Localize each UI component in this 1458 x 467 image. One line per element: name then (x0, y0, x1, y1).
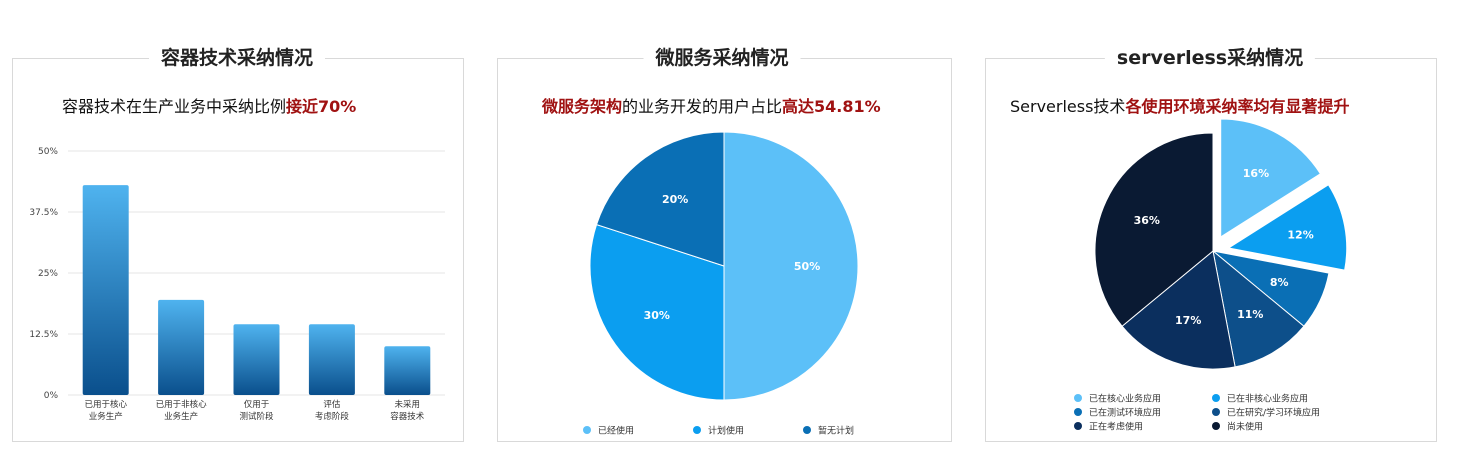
pie-slice (595, 131, 725, 267)
microservice-subtitle-text: 的业务开发的用户占比 (622, 97, 783, 116)
slice-value-label: 12% (1287, 228, 1313, 241)
y-tick-label: 50% (38, 147, 58, 157)
slice-value-label: 50% (794, 260, 820, 273)
x-tick-label: 已用于非核心 (156, 399, 208, 410)
bar (82, 185, 129, 395)
pie-slice (723, 131, 859, 401)
legend-label: 计划使用 (708, 425, 744, 437)
pie-slice (589, 223, 725, 401)
legend-marker (1074, 422, 1082, 430)
slice-value-label: 8% (1270, 276, 1289, 289)
pie-slice (1227, 184, 1348, 271)
serverless-subtitle: Serverless技术各使用环境采纳率均有显著提升 (1010, 93, 1349, 117)
slice-value-label: 11% (1237, 308, 1263, 321)
legend-label: 已在研究/学习环境应用 (1227, 407, 1320, 419)
container-bar-chart: 0%12.5%25%37.5%50%已用于核心业务生产已用于非核心业务生产仅用于… (29, 147, 445, 422)
container-subtitle: 容器技术在生产业务中采纳比例接近70% (62, 93, 356, 117)
slice-value-label: 36% (1134, 214, 1160, 227)
legend-label: 已在非核心业务应用 (1227, 393, 1308, 405)
legend-label: 暂无计划 (818, 425, 854, 437)
y-tick-label: 37.5% (29, 208, 58, 218)
slice-value-label: 16% (1243, 167, 1269, 180)
serverless-subtitle-text: Serverless技术 (1010, 97, 1126, 116)
x-tick-label: 测试阶段 (239, 411, 274, 422)
x-tick-label: 未采用 (395, 399, 421, 410)
bar (384, 346, 431, 395)
legend-marker (1212, 422, 1220, 430)
legend-label: 已在测试环境应用 (1089, 407, 1161, 419)
y-tick-label: 0% (44, 391, 59, 401)
microservice-subtitle: 微服务架构的业务开发的用户占比高达54.81% (542, 93, 881, 117)
microservice-panel-title: 微服务采纳情况 (643, 44, 801, 72)
slice-value-label: 30% (644, 309, 670, 322)
container-panel-title: 容器技术采纳情况 (148, 44, 326, 72)
x-tick-label: 考虑阶段 (315, 411, 350, 422)
pie-slice (1212, 249, 1305, 368)
legend-marker (1212, 394, 1220, 402)
pie-slice (1094, 132, 1214, 327)
serverless-pie-chart: 16% 12% 8% 11% 17% 36% 已在核心业务应用 已在非核心业务应用已在测试环境… (1074, 118, 1348, 433)
x-tick-label: 评估 (323, 399, 341, 410)
legend-marker (693, 426, 701, 434)
legend-marker (803, 426, 811, 434)
microservice-pie-chart: 50% 30% 20% 已经使用 计划使用 暂无计划 (583, 131, 859, 437)
bar (233, 324, 280, 395)
microservice-subtitle-highlight-b: 高达54.81% (782, 97, 881, 116)
legend-marker (1212, 408, 1220, 416)
y-tick-label: 25% (38, 269, 58, 279)
container-subtitle-text: 容器技术在生产业务中采纳比例 (62, 97, 287, 116)
legend-marker (583, 426, 591, 434)
bar (308, 324, 355, 395)
legend-label: 尚未使用 (1227, 421, 1263, 433)
x-tick-label: 业务生产 (164, 411, 198, 422)
legend-label: 已经使用 (598, 425, 634, 437)
x-tick-label: 业务生产 (89, 411, 123, 422)
x-tick-label: 容器技术 (390, 411, 425, 422)
slice-value-label: 17% (1175, 314, 1201, 327)
bar (158, 299, 205, 395)
legend-marker (1074, 408, 1082, 416)
pie-slice (1121, 250, 1236, 370)
serverless-panel-title: serverless采纳情况 (1104, 44, 1316, 72)
legend-label: 已在核心业务应用 (1089, 393, 1161, 405)
legend-label: 正在考虑使用 (1089, 421, 1143, 433)
y-tick-label: 12.5% (29, 330, 58, 340)
serverless-subtitle-highlight: 各使用环境采纳率均有显著提升 (1125, 97, 1350, 116)
x-tick-label: 仅用于 (244, 399, 270, 410)
slice-value-label: 20% (662, 193, 688, 206)
pie-slice (1220, 118, 1322, 238)
x-tick-label: 已用于核心 (84, 399, 127, 410)
microservice-subtitle-highlight-a: 微服务架构 (542, 97, 623, 116)
container-subtitle-highlight: 接近70% (286, 97, 357, 116)
legend-marker (1074, 394, 1082, 402)
